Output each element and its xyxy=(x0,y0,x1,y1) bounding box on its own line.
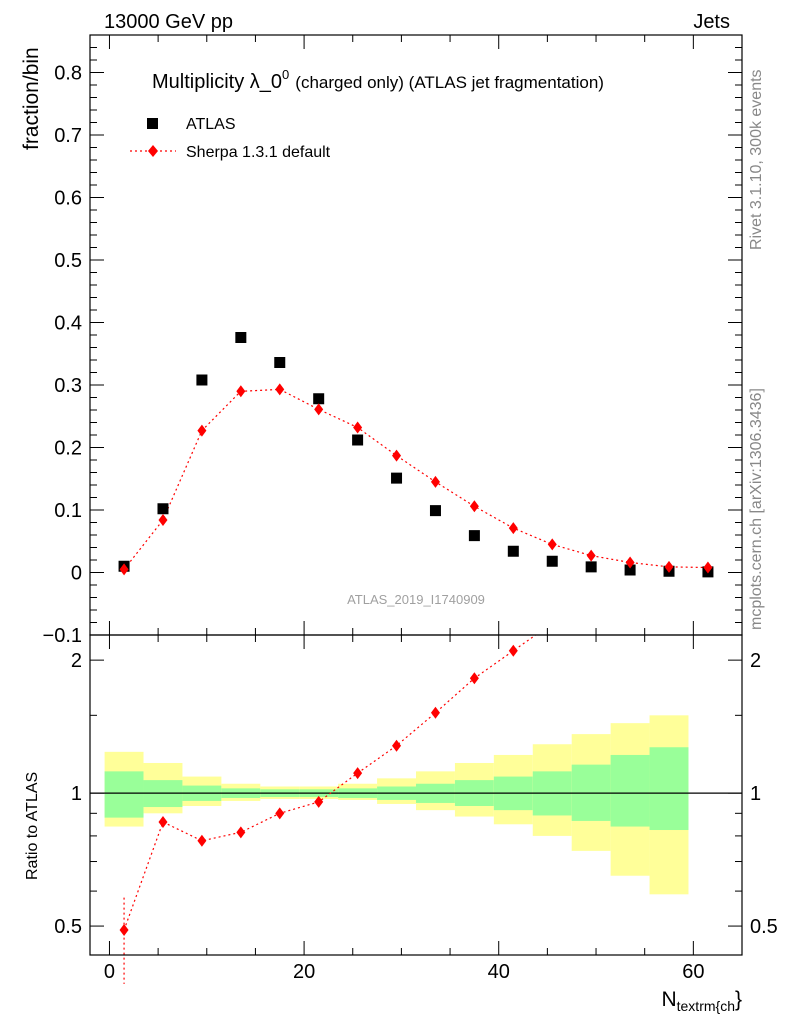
sherpa-line xyxy=(123,388,708,570)
ratio-point xyxy=(353,767,363,780)
atlas-point xyxy=(391,472,403,484)
ratio-point xyxy=(236,826,246,839)
ratio-point xyxy=(275,807,285,820)
plot-title: Multiplicity λ_00 (charged only) (ATLAS j… xyxy=(152,67,604,93)
main-y-tick-label: 0.8 xyxy=(54,63,82,85)
main-y-tick-label: 0.5 xyxy=(54,250,82,272)
sherpa-point xyxy=(625,556,635,569)
ratio-markers xyxy=(119,644,518,936)
ratio-y-axis-label: Ratio to ATLAS xyxy=(24,772,41,880)
x-tick-labels: 0 20 40 60 xyxy=(104,961,705,983)
legend: ATLAS Sherpa 1.3.1 default xyxy=(130,116,331,161)
ratio-point xyxy=(508,644,518,657)
main-y-axis-label: fraction/bin xyxy=(20,47,43,150)
ratio-ticks xyxy=(90,635,742,955)
ratio-y-tick-label: 0.5 xyxy=(54,916,82,938)
atlas-point xyxy=(429,505,441,517)
sherpa-point xyxy=(703,561,713,574)
sherpa-point xyxy=(392,449,402,462)
ratio-point xyxy=(158,816,168,829)
main-y-tick-label: 0.2 xyxy=(54,438,82,460)
main-panel: −0.1 0 0.1 0.2 0.3 0.4 0.5 0.6 0.7 0.8 Multiplici… xyxy=(20,34,743,648)
atlas-point xyxy=(507,545,519,557)
rivet-label: Rivet 3.1.10, 300k events xyxy=(748,69,765,250)
atlas-point xyxy=(624,564,636,576)
main-y-tick-label: 0.4 xyxy=(54,313,82,335)
legend-atlas-marker xyxy=(147,118,158,129)
uncertainty-bands xyxy=(104,715,689,895)
main-y-tick-label: 0.1 xyxy=(54,500,82,522)
ratio-point xyxy=(392,739,402,752)
x-tick-label: 40 xyxy=(488,961,510,983)
x-tick-label: 60 xyxy=(682,961,704,983)
atlas-point xyxy=(196,374,208,386)
inner-band-bin xyxy=(610,754,650,827)
sherpa-point xyxy=(353,421,363,434)
main-y-tick-label: 0 xyxy=(71,563,82,585)
main-y-tick-labels: −0.1 0 0.1 0.2 0.3 0.4 0.5 0.6 0.7 0.8 xyxy=(43,63,82,648)
sherpa-point xyxy=(314,403,324,416)
atlas-point xyxy=(274,357,286,368)
sherpa-point xyxy=(236,385,246,398)
ratio-point xyxy=(119,923,129,936)
x-tick-label: 0 xyxy=(104,961,115,983)
ratio-y-tick-labels: 0.5 0.5 1 1 2 2 xyxy=(54,650,778,938)
inner-band-bin xyxy=(649,747,689,831)
ratio-line xyxy=(123,634,537,931)
atlas-point xyxy=(157,503,169,515)
ratio-panel: 0.5 0.5 1 1 2 2 0 20 40 60 Ratio to ATLAS Ntextr… xyxy=(24,634,778,1014)
ratio-y-tick-label-right: 0.5 xyxy=(750,916,778,938)
sherpa-point xyxy=(119,563,129,576)
atlas-point xyxy=(313,393,325,405)
atlas-point xyxy=(352,434,364,446)
mcplots-label: mcplots.cern.ch [arXiv:1306.3436] xyxy=(748,388,765,630)
sherpa-point xyxy=(586,549,596,562)
main-y-tick-label: 0.3 xyxy=(54,375,82,397)
sherpa-point xyxy=(430,475,440,488)
main-y-tick-label: −0.1 xyxy=(43,625,82,647)
energy-label: 13000 GeV pp xyxy=(104,11,233,33)
sherpa-point xyxy=(158,514,168,526)
sherpa-markers xyxy=(119,383,713,576)
analysis-watermark: ATLAS_2019_I1740909 xyxy=(347,592,485,607)
legend-atlas-label: ATLAS xyxy=(186,116,236,133)
ratio-y-tick-label-right: 2 xyxy=(750,650,761,672)
ratio-frame xyxy=(89,634,743,956)
atlas-point xyxy=(546,555,558,567)
sherpa-point xyxy=(275,383,285,396)
legend-sherpa-label: Sherpa 1.3.1 default xyxy=(186,144,331,161)
sherpa-point xyxy=(469,500,479,513)
atlas-point xyxy=(235,332,247,343)
sherpa-point xyxy=(547,538,557,551)
main-y-tick-label: 0.7 xyxy=(54,125,82,147)
ratio-point xyxy=(430,706,440,719)
ratio-y-tick-label: 2 xyxy=(71,650,82,672)
x-tick-label: 20 xyxy=(293,961,315,983)
sherpa-point xyxy=(664,560,674,573)
atlas-point xyxy=(585,561,597,573)
sherpa-point xyxy=(508,522,518,535)
atlas-data-markers xyxy=(118,332,714,578)
atlas-point xyxy=(468,530,480,542)
ratio-y-tick-label-right: 1 xyxy=(750,783,761,805)
main-y-tick-label: 0.6 xyxy=(54,188,82,210)
ratio-y-tick-label: 1 xyxy=(71,783,82,805)
sherpa-point xyxy=(197,424,207,437)
x-axis-label: Ntextrm{ch} xyxy=(661,988,742,1014)
ratio-point xyxy=(314,795,324,808)
ratio-point xyxy=(469,672,479,685)
main-ticks xyxy=(90,35,742,636)
category-label: Jets xyxy=(693,11,730,33)
ratio-point xyxy=(197,834,207,847)
inner-band-bin xyxy=(104,771,144,818)
legend-sherpa-marker xyxy=(148,145,158,157)
